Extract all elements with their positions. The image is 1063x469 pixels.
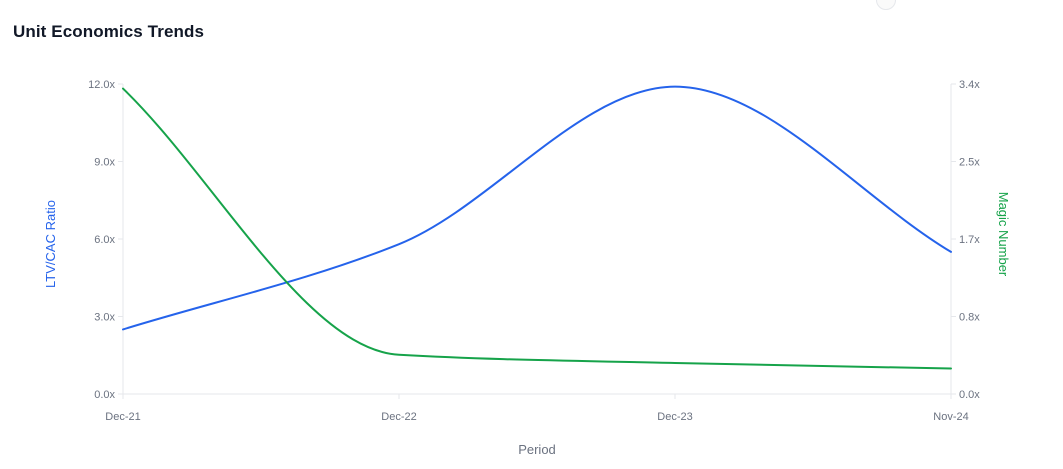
y-left-tick-label: 12.0x <box>88 79 115 91</box>
y-right-tick-label: 2.5x <box>959 157 980 169</box>
x-tick-label: Dec-21 <box>105 411 140 423</box>
y-right-tick-label: 3.4x <box>959 79 980 91</box>
y-left-tick-label: 6.0x <box>94 234 115 246</box>
x-tick-label: Dec-22 <box>381 411 416 423</box>
y-left-axis-title: LTV/CAC Ratio <box>43 200 58 288</box>
y-right-tick-label: 1.7x <box>959 234 980 246</box>
y-right-tick-label: 0.8x <box>959 312 980 324</box>
x-axis-title: Period <box>518 442 556 457</box>
y-right-tick-label: 0.0x <box>959 389 980 401</box>
y-right-axis-title: Magic Number <box>996 192 1011 277</box>
series-line-ltv-cac-ratio <box>122 85 952 331</box>
chart-title: Unit Economics Trends <box>13 22 205 41</box>
y-left-tick-label: 3.0x <box>94 312 115 324</box>
y-left-tick-label: 0.0x <box>94 389 115 401</box>
series-line-magic-number <box>122 87 952 370</box>
x-tick-label: Nov-24 <box>933 411 968 423</box>
y-left-tick-label: 9.0x <box>94 157 115 169</box>
x-tick-label: Dec-23 <box>657 411 692 423</box>
